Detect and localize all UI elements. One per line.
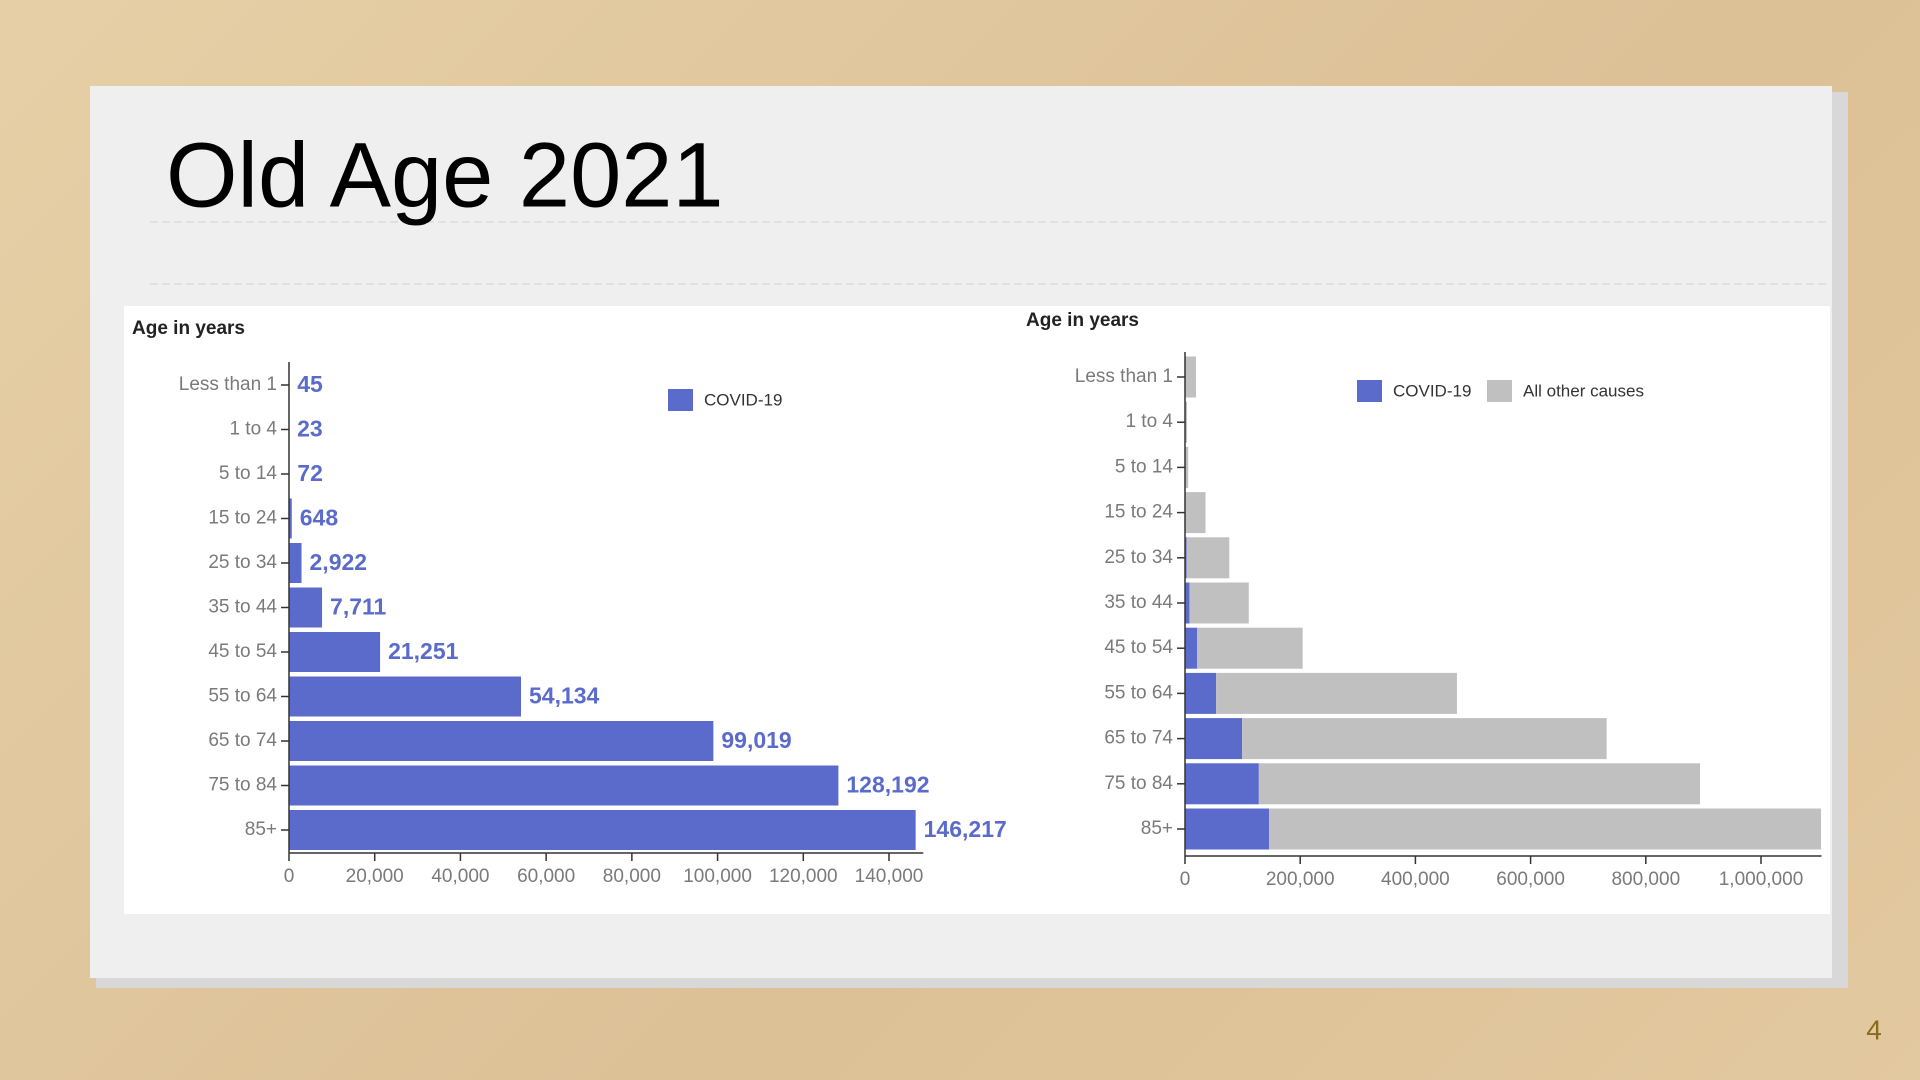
bar	[289, 765, 839, 806]
category-label: 55 to 64	[208, 686, 277, 707]
value-label: 99,019	[721, 727, 791, 753]
bar	[289, 632, 381, 672]
bar	[1185, 356, 1196, 398]
legend-swatch	[1357, 380, 1382, 402]
value-label: 45	[297, 371, 323, 397]
bar	[1189, 582, 1249, 624]
x-tick-label: 120,000	[769, 866, 838, 887]
x-tick-label: 20,000	[346, 866, 404, 887]
category-label: 5 to 14	[219, 463, 278, 484]
x-tick-label: 0	[1180, 869, 1191, 890]
category-label: Less than 1	[179, 374, 277, 395]
x-tick-label: 200,000	[1266, 869, 1335, 890]
category-label: 25 to 34	[208, 552, 277, 573]
axis-title: Age in years	[1026, 310, 1139, 331]
bar	[1185, 401, 1188, 443]
x-tick-label: 400,000	[1381, 869, 1450, 890]
value-label: 128,192	[846, 772, 929, 798]
x-tick-label: 1,000,000	[1719, 869, 1804, 890]
category-label: 65 to 74	[1104, 728, 1173, 749]
value-label: 648	[300, 505, 339, 531]
value-label: 146,217	[924, 816, 1007, 842]
bar	[1185, 582, 1190, 624]
legend-swatch	[1487, 380, 1512, 402]
bar	[289, 543, 302, 583]
category-label: 85+	[245, 819, 277, 840]
legend-swatch	[668, 389, 693, 411]
value-label: 2,922	[310, 549, 368, 575]
bar	[1258, 763, 1701, 805]
category-label: 75 to 84	[208, 775, 277, 796]
category-label: 5 to 14	[1115, 456, 1174, 477]
bar	[1186, 537, 1230, 579]
x-tick-label: 80,000	[603, 866, 661, 887]
bar	[1185, 492, 1206, 534]
bar	[289, 810, 916, 850]
category-label: 35 to 44	[1104, 592, 1173, 613]
bar	[1216, 672, 1457, 714]
bar	[289, 498, 292, 539]
category-label: 55 to 64	[1104, 682, 1173, 703]
category-label: 15 to 24	[1104, 502, 1173, 523]
bar	[1185, 446, 1189, 488]
category-label: 15 to 24	[208, 508, 277, 529]
bar	[289, 587, 323, 628]
category-label: 45 to 54	[1104, 637, 1173, 658]
value-label: 21,251	[388, 638, 459, 664]
bar	[289, 676, 522, 717]
legend-label: COVID-19	[1393, 381, 1471, 400]
x-tick-label: 800,000	[1611, 869, 1680, 890]
axis-title: Age in years	[132, 318, 245, 339]
value-label: 72	[297, 460, 323, 486]
category-label: 1 to 4	[229, 419, 277, 440]
bar	[1185, 537, 1187, 579]
category-label: 65 to 74	[208, 730, 277, 751]
bar	[1197, 627, 1303, 669]
category-label: 25 to 34	[1104, 547, 1173, 568]
bar	[1185, 763, 1259, 805]
x-tick-label: 100,000	[683, 866, 752, 887]
value-label: 7,711	[330, 594, 386, 620]
value-label: 23	[297, 416, 323, 442]
bar	[1185, 718, 1243, 760]
category-label: 45 to 54	[208, 641, 277, 662]
category-label: 75 to 84	[1104, 773, 1173, 794]
x-tick-label: 600,000	[1496, 869, 1565, 890]
slide-title: Old Age 2021	[166, 124, 724, 226]
x-tick-label: 60,000	[517, 866, 575, 887]
slide-number: 4	[1866, 1014, 1882, 1045]
x-tick-label: 140,000	[855, 866, 924, 887]
x-tick-label: 40,000	[431, 866, 489, 887]
value-label: 54,134	[529, 683, 600, 709]
bar	[1269, 808, 1822, 850]
category-label: 1 to 4	[1125, 411, 1173, 432]
bar	[1185, 672, 1217, 714]
category-label: Less than 1	[1075, 366, 1173, 387]
x-tick-label: 0	[284, 866, 295, 887]
bar	[1242, 718, 1607, 760]
legend-label: COVID-19	[704, 390, 782, 409]
bar	[289, 721, 714, 761]
category-label: 85+	[1141, 818, 1173, 839]
category-label: 35 to 44	[208, 597, 277, 618]
legend-label: All other causes	[1523, 381, 1644, 400]
bar	[1185, 808, 1270, 850]
bar	[1185, 627, 1198, 669]
